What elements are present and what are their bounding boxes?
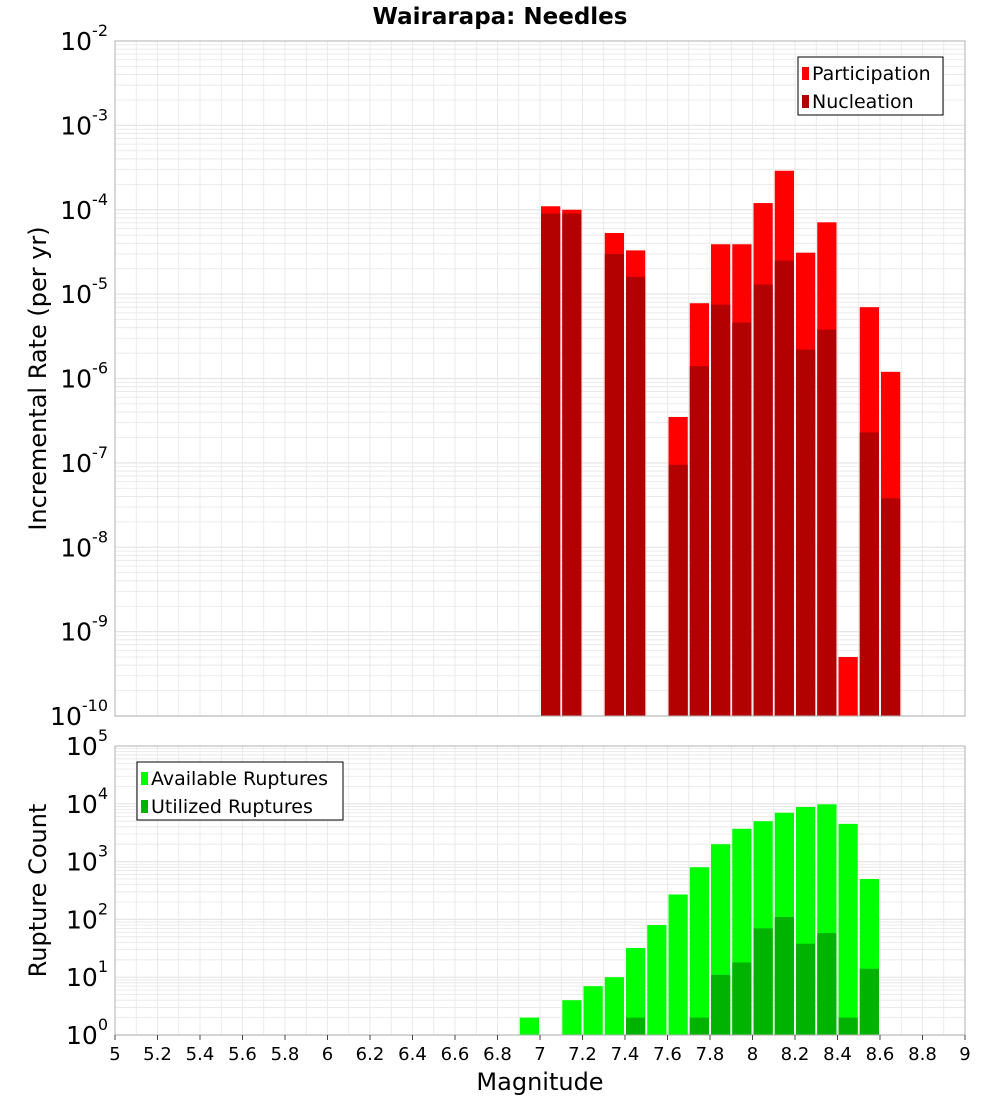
bottom-bar-available	[583, 986, 603, 1035]
bottom-bar-available	[562, 1000, 582, 1035]
bottom-bars	[519, 804, 879, 1035]
top-ytick-labels: 10-10 10-9 10-8 10-7 10-6 10-5 10-4 10-3 10-2	[50, 21, 108, 731]
top-bar-participation	[838, 657, 858, 716]
bottom-ytick-label: 101	[66, 957, 108, 992]
bottom-ytick-label: 105	[66, 726, 108, 761]
bottom-legend-label: Available Ruptures	[151, 768, 328, 790]
bottom-bar-available	[647, 925, 667, 1035]
bottom-bar-available	[519, 1017, 539, 1035]
top-bars	[541, 170, 901, 717]
top-ytick-label: 10-8	[60, 527, 108, 562]
bottom-xtick-label: 6.6	[441, 1044, 470, 1065]
bottom-xtick-label: 8.6	[866, 1044, 895, 1065]
top-ytick-label: 10-9	[60, 612, 108, 647]
bottom-bar-available	[668, 894, 688, 1035]
bottom-legend-box	[136, 761, 344, 821]
top-ylabel: Incremental Rate (per yr)	[24, 226, 52, 530]
bottom-series-1	[626, 917, 879, 1035]
bottom-bar-available	[604, 977, 624, 1035]
bottom-ytick-label: 103	[66, 842, 108, 877]
bottom-xtick-label: 7	[534, 1044, 545, 1065]
bottom-legend: Available Ruptures Utilized Ruptures	[136, 761, 344, 821]
top-legend-swatch	[802, 67, 809, 80]
top-bar-nucleation	[796, 349, 816, 716]
bottom-bar-utilized	[817, 933, 837, 1035]
bottom-xtick-label: 8.2	[781, 1044, 810, 1065]
bottom-bar-available	[838, 823, 858, 1035]
bottom-xtick-label: 7.2	[568, 1044, 597, 1065]
chart-title: Wairarapa: Needles	[373, 4, 628, 30]
top-bar-nucleation	[774, 260, 794, 716]
bottom-xtick-label: 6.8	[483, 1044, 512, 1065]
top-bar-nucleation	[711, 304, 731, 716]
bottom-xlabel: Magnitude	[476, 1068, 603, 1096]
bottom-bar-available	[626, 948, 646, 1035]
bottom-bar-utilized	[689, 1017, 709, 1035]
bottom-ylabel: Rupture Count	[24, 804, 52, 978]
bottom-ytick-label: 104	[66, 784, 108, 819]
top-bar-nucleation	[859, 432, 879, 716]
top-legend-label: Nucleation	[812, 91, 914, 113]
bottom-xtick-label: 8.4	[823, 1044, 852, 1065]
bottom-xtick-label: 7.8	[696, 1044, 725, 1065]
bottom-xtick-label: 6.2	[356, 1044, 385, 1065]
top-ytick-label: 10-10	[50, 696, 108, 731]
top-bar-nucleation	[817, 329, 837, 716]
bottom-bar-utilized	[838, 1017, 858, 1035]
bottom-ytick-label: 102	[66, 899, 108, 934]
bottom-bar-utilized	[732, 962, 752, 1035]
top-bar-nucleation	[626, 276, 646, 716]
top-ytick-label: 10-2	[60, 21, 108, 56]
bottom-legend-swatch	[141, 772, 148, 785]
bottom-bar-utilized	[753, 928, 773, 1035]
bottom-xtick-label: 6	[322, 1044, 333, 1065]
top-legend-swatch	[802, 95, 809, 108]
top-bar-nucleation	[562, 213, 582, 717]
bottom-ytick-labels: 100 101 102 103 104 105	[66, 726, 108, 1050]
bottom-legend-label: Utilized Ruptures	[151, 796, 313, 818]
bottom-bar-utilized	[626, 1017, 646, 1035]
top-ytick-label: 10-3	[60, 105, 108, 140]
top-legend: Participation Nucleation	[797, 56, 944, 116]
bottom-xtick-label: 5.4	[186, 1044, 215, 1065]
bottom-xtick-label: 7.6	[653, 1044, 682, 1065]
top-bar-nucleation	[668, 464, 688, 716]
top-panel: 10-10 10-9 10-8 10-7 10-6 10-5 10-4 10-3 10-2 Inc…	[24, 21, 966, 731]
top-legend-box	[797, 56, 944, 116]
top-ytick-label: 10-7	[60, 443, 108, 478]
bottom-panel: 100 101 102 103 104 105 Rupture Count 5 5.2 5.4 5.…	[24, 726, 971, 1096]
bottom-bar-available	[689, 867, 709, 1035]
bottom-bar-utilized	[774, 917, 794, 1035]
top-bar-nucleation	[732, 322, 752, 716]
bottom-xtick-label: 8.8	[908, 1044, 937, 1065]
top-bar-nucleation	[753, 284, 773, 716]
bottom-xtick-label: 6.4	[398, 1044, 427, 1065]
top-series-1	[541, 213, 901, 717]
top-ytick-label: 10-6	[60, 359, 108, 394]
top-ytick-label: 10-4	[60, 190, 108, 225]
top-frame	[114, 40, 966, 717]
top-ytick-label: 10-5	[60, 274, 108, 309]
top-bar-nucleation	[881, 498, 901, 716]
top-bar-nucleation	[689, 366, 709, 716]
bottom-xtick-label: 5	[109, 1044, 120, 1065]
bottom-xtick-label: 8	[747, 1044, 758, 1065]
bottom-ytick-label: 100	[66, 1015, 108, 1050]
bottom-xtick-label: 5.6	[228, 1044, 257, 1065]
top-legend-label: Participation	[812, 63, 931, 85]
bottom-xtick-label: 5.8	[271, 1044, 300, 1065]
bottom-xtick-label: 7.4	[611, 1044, 640, 1065]
bottom-xtick-label: 9	[959, 1044, 970, 1065]
bottom-bar-utilized	[711, 974, 731, 1035]
bottom-legend-swatch	[141, 800, 148, 813]
top-grid	[114, 41, 966, 717]
bottom-bar-utilized	[796, 943, 816, 1035]
top-bar-nucleation	[541, 213, 561, 717]
bottom-bar-utilized	[859, 968, 879, 1035]
bottom-xtick-label: 5.2	[143, 1044, 172, 1065]
bottom-xtick-labels: 5 5.2 5.4 5.6 5.8 6 6.2 6.4 6.6 6.8 7 7.2 7.4 7.6 7.8 8…	[109, 1035, 971, 1065]
top-bar-nucleation	[604, 253, 624, 716]
